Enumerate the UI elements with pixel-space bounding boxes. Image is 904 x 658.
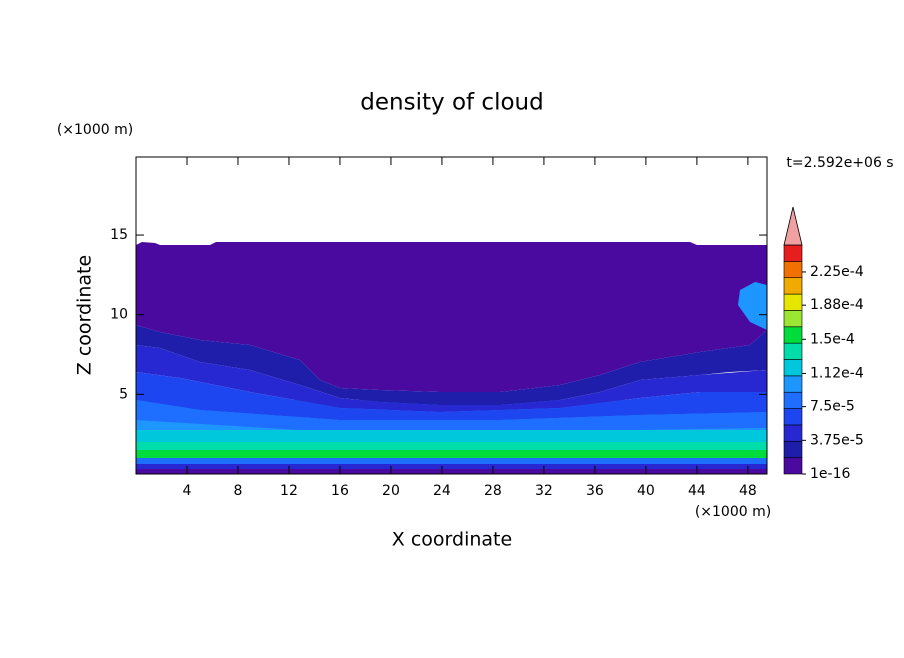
colorbar-band — [783, 408, 803, 426]
time-label: t=2.592e+06 s — [786, 155, 893, 171]
colorbar-band — [783, 391, 803, 409]
y-unit: (×1000 m) — [57, 122, 133, 138]
y-tick-label: 10 — [110, 307, 128, 323]
colorbar-tick-label: 1.88e-4 — [810, 297, 864, 313]
colorbar-band — [783, 326, 803, 344]
plot-frame — [135, 156, 768, 475]
colorbar-tick-label: 7.5e-5 — [810, 399, 855, 415]
colorbar-band — [783, 424, 803, 442]
x-tick-label: 16 — [331, 483, 349, 499]
colorbar-tick-label: 3.75e-5 — [810, 432, 864, 448]
colorbar-band — [783, 310, 803, 328]
x-unit: (×1000 m) — [695, 504, 771, 520]
chart-title: density of cloud — [360, 90, 543, 116]
x-tick-label: 20 — [382, 483, 400, 499]
colorbar-tick-label: 1.12e-4 — [810, 365, 864, 381]
x-tick-label: 44 — [688, 483, 706, 499]
colorbar-tick-label: 1e-16 — [810, 466, 850, 482]
colorbar-band — [783, 261, 803, 279]
x-tick-label: 24 — [433, 483, 451, 499]
x-tick-label: 4 — [183, 483, 192, 499]
colorbar-band — [783, 244, 803, 262]
y-tick-label: 15 — [110, 227, 128, 243]
colorbar-band — [783, 277, 803, 295]
x-tick-label: 40 — [637, 483, 655, 499]
colorbar-tick-label: 2.25e-4 — [810, 264, 864, 280]
x-tick-label: 12 — [280, 483, 298, 499]
y-tick-label: 5 — [119, 386, 128, 402]
colorbar-band — [783, 375, 803, 393]
colorbar-band — [783, 440, 803, 458]
x-tick-label: 32 — [535, 483, 553, 499]
colorbar-band — [783, 457, 803, 475]
x-tick-label: 8 — [234, 483, 243, 499]
colorbar-band — [783, 293, 803, 311]
contour-field — [136, 242, 767, 474]
x-tick-label: 36 — [586, 483, 604, 499]
y-axis-label: Z coordinate — [74, 255, 96, 375]
colorbar-band — [783, 342, 803, 360]
colorbar-band — [783, 359, 803, 377]
colorbar-tick-label: 1.5e-4 — [810, 331, 855, 347]
x-axis-label: X coordinate — [392, 529, 512, 551]
colorbar-extend — [783, 206, 803, 246]
x-tick-label: 48 — [739, 483, 757, 499]
x-tick-label: 28 — [484, 483, 502, 499]
